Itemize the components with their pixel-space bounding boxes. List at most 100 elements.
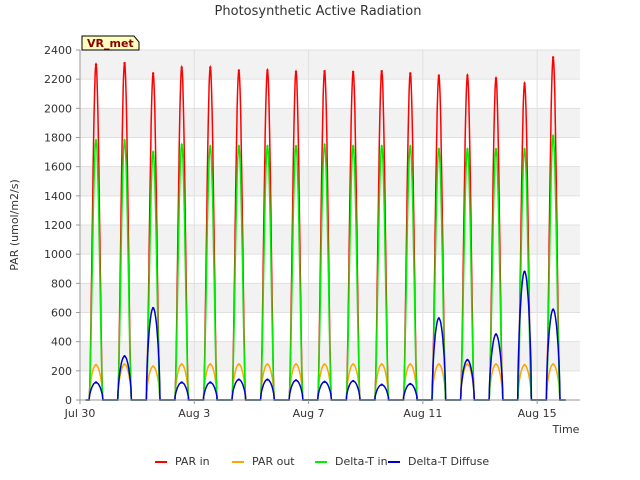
data-point <box>466 358 469 362</box>
data-point <box>523 82 526 85</box>
y-tick-label: 800 <box>51 277 72 290</box>
data-point <box>409 382 412 386</box>
data-point <box>266 378 269 381</box>
data-point <box>323 143 326 146</box>
data-point <box>380 383 383 386</box>
data-point <box>266 145 269 148</box>
data-point <box>437 317 441 320</box>
data-point <box>437 363 441 366</box>
data-point <box>380 145 383 148</box>
data-point <box>380 363 383 366</box>
y-tick-label: 0 <box>65 394 72 407</box>
data-point <box>123 363 126 366</box>
data-point <box>180 143 183 146</box>
y-tick-label: 600 <box>51 307 72 320</box>
data-point <box>551 363 555 366</box>
y-tick-label: 200 <box>51 365 72 378</box>
data-point <box>494 147 498 151</box>
y-axis: 0 200 400 600 800 1000 1200 1400 1600 1800 2000 220… <box>44 44 80 407</box>
data-point <box>294 70 298 74</box>
grid-bands <box>80 50 580 371</box>
data-point <box>180 363 183 366</box>
x-tick-label: Aug 11 <box>403 407 442 420</box>
data-point <box>437 74 441 77</box>
legend-label: Delta-T Diffuse <box>408 455 489 468</box>
dataset-tag-box <box>81 35 140 51</box>
data-point <box>494 77 498 80</box>
data-point <box>237 145 241 148</box>
data-point <box>323 380 326 383</box>
data-point <box>123 355 126 358</box>
data-point <box>551 56 555 59</box>
y-tick-label: 1200 <box>44 219 72 232</box>
chart-title: Photosynthetic Active Radiation <box>215 4 422 19</box>
data-point <box>237 363 241 366</box>
data-point <box>523 270 526 273</box>
data-point <box>351 145 355 148</box>
data-point <box>151 150 155 154</box>
data-point <box>151 306 155 310</box>
data-point <box>351 70 355 74</box>
data-point <box>123 61 126 65</box>
data-point <box>94 363 98 367</box>
dataset-tag-label: VR_met <box>87 37 134 50</box>
data-point <box>466 147 469 151</box>
y-tick-label: 1600 <box>44 161 72 174</box>
data-point <box>209 381 212 384</box>
data-point <box>123 139 126 142</box>
y-tick-label: 1800 <box>44 132 72 145</box>
data-point <box>237 69 241 72</box>
x-tick-label: Jul 30 <box>64 407 96 420</box>
data-point <box>551 134 555 138</box>
data-point <box>351 379 355 383</box>
legend-label: PAR in <box>175 455 210 468</box>
data-point <box>266 363 269 366</box>
data-point <box>94 381 98 384</box>
data-point <box>409 363 412 366</box>
y-tick-label: 1000 <box>44 248 72 261</box>
y-tick-label: 2200 <box>44 73 72 86</box>
data-point <box>323 69 326 73</box>
data-point <box>380 69 383 73</box>
data-point <box>266 69 269 72</box>
x-tick-label: Aug 15 <box>518 407 557 420</box>
y-axis-label: PAR (umol/m2/s) <box>8 179 21 271</box>
data-point <box>180 381 183 384</box>
data-point <box>209 363 212 366</box>
y-tick-label: 1400 <box>44 190 72 203</box>
data-point <box>294 379 298 382</box>
data-point <box>466 363 469 366</box>
data-point <box>523 363 526 367</box>
data-point <box>94 63 98 66</box>
y-tick-label: 2000 <box>44 102 72 115</box>
x-tick-label: Aug 7 <box>293 407 325 420</box>
data-point <box>437 147 441 151</box>
data-point <box>237 378 241 381</box>
data-point <box>209 66 212 69</box>
grid-band <box>80 50 580 80</box>
grid-band <box>80 108 580 138</box>
data-point <box>323 363 326 366</box>
data-point <box>466 74 469 77</box>
legend-label: PAR out <box>252 455 295 468</box>
data-point <box>494 333 498 336</box>
data-point <box>409 145 412 148</box>
data-point <box>294 145 298 148</box>
data-point <box>94 139 98 142</box>
x-axis-label: Time <box>552 423 580 436</box>
data-point <box>351 363 355 366</box>
grid-band <box>80 225 580 255</box>
data-point <box>551 308 555 311</box>
data-point <box>151 365 155 368</box>
data-point <box>409 72 412 75</box>
grid-band <box>80 166 580 196</box>
legend-label: Delta-T in <box>335 455 388 468</box>
legend: PAR in PAR out Delta-T in Delta-T Diffuse <box>155 455 489 468</box>
data-point <box>151 72 155 75</box>
y-tick-label: 2400 <box>44 44 72 57</box>
y-tick-label: 400 <box>51 336 72 349</box>
data-point <box>180 66 183 69</box>
x-axis: Jul 30 Aug 3 Aug 7 Aug 11 Aug 15 <box>64 400 557 420</box>
data-point <box>294 363 298 366</box>
data-point <box>209 145 212 148</box>
